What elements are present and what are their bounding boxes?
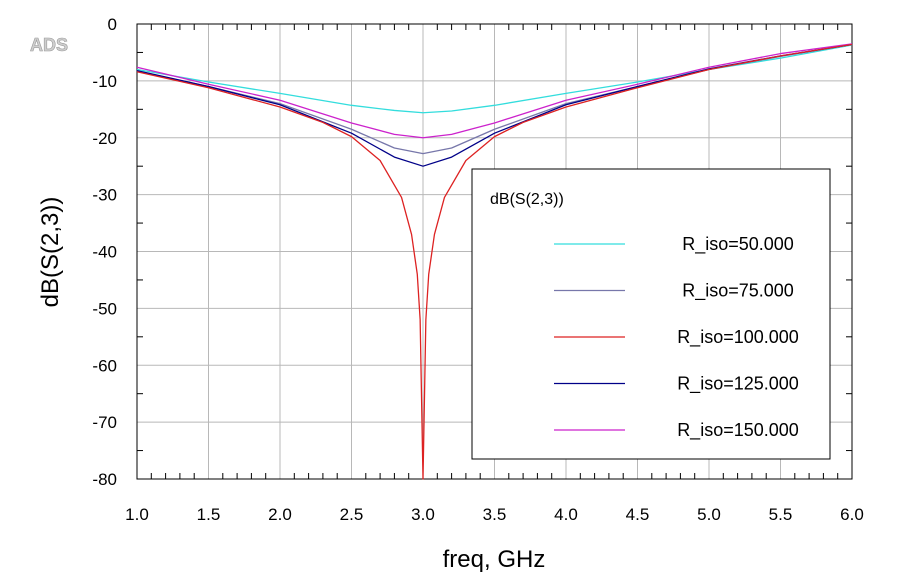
plot-frame bbox=[136, 23, 853, 480]
x-axis-title: freq, GHz bbox=[443, 546, 546, 573]
y-tick-label: 0 bbox=[108, 15, 117, 34]
legend-title: dB(S(2,3)) bbox=[490, 191, 564, 208]
x-tick-label: 3.0 bbox=[411, 505, 435, 524]
x-tick-label: 1.0 bbox=[125, 505, 149, 524]
ads-watermark: ADS bbox=[30, 35, 68, 55]
legend-label: R_iso=100.000 bbox=[677, 327, 799, 348]
x-tick-label: 4.5 bbox=[626, 505, 650, 524]
legend-label: R_iso=125.000 bbox=[677, 374, 799, 395]
y-axis-title: dB(S(2,3)) bbox=[37, 197, 64, 308]
x-tick-label: 2.0 bbox=[268, 505, 292, 524]
y-tick-label: -60 bbox=[92, 356, 117, 375]
series-line-r-iso-100-000 bbox=[136, 43, 853, 480]
legend-items: R_iso=50.000 R_iso=75.000 R_iso=100.000 R_i… bbox=[554, 234, 799, 441]
series-lines bbox=[136, 43, 853, 480]
x-tick-labels: 1.0 1.5 2.0 2.5 3.0 3.5 4.0 4.5 5.0 5.5 6.0 bbox=[125, 505, 864, 524]
legend-label: R_iso=150.000 bbox=[677, 420, 799, 441]
x-tick-label: 5.5 bbox=[769, 505, 793, 524]
y-tick-label: -50 bbox=[92, 299, 117, 318]
x-tick-label: 2.5 bbox=[340, 505, 364, 524]
x-tick-label: 3.5 bbox=[483, 505, 507, 524]
y-tick-label: -40 bbox=[92, 243, 117, 262]
minor-ticks bbox=[137, 24, 852, 479]
y-tick-label: -30 bbox=[92, 186, 117, 205]
x-tick-label: 1.5 bbox=[197, 505, 221, 524]
series-line-r-iso-150-000 bbox=[136, 43, 853, 139]
y-tick-label: -10 bbox=[92, 72, 117, 91]
y-tick-labels: 0 -10 -20 -30 -40 -50 -60 -70 -80 bbox=[92, 15, 117, 489]
legend-label: R_iso=75.000 bbox=[682, 281, 794, 302]
legend-box bbox=[471, 168, 831, 460]
x-tick-label: 4.0 bbox=[554, 505, 578, 524]
y-tick-label: -70 bbox=[92, 413, 117, 432]
x-tick-label: 6.0 bbox=[840, 505, 864, 524]
legend: dB(S(2,3)) R_iso=50.000R_iso=75.000R_iso… bbox=[471, 168, 831, 460]
y-tick-label: -20 bbox=[92, 129, 117, 148]
legend-label: R_iso=50.000 bbox=[682, 234, 794, 255]
y-tick-label: -80 bbox=[92, 470, 117, 489]
x-tick-label: 5.0 bbox=[697, 505, 721, 524]
